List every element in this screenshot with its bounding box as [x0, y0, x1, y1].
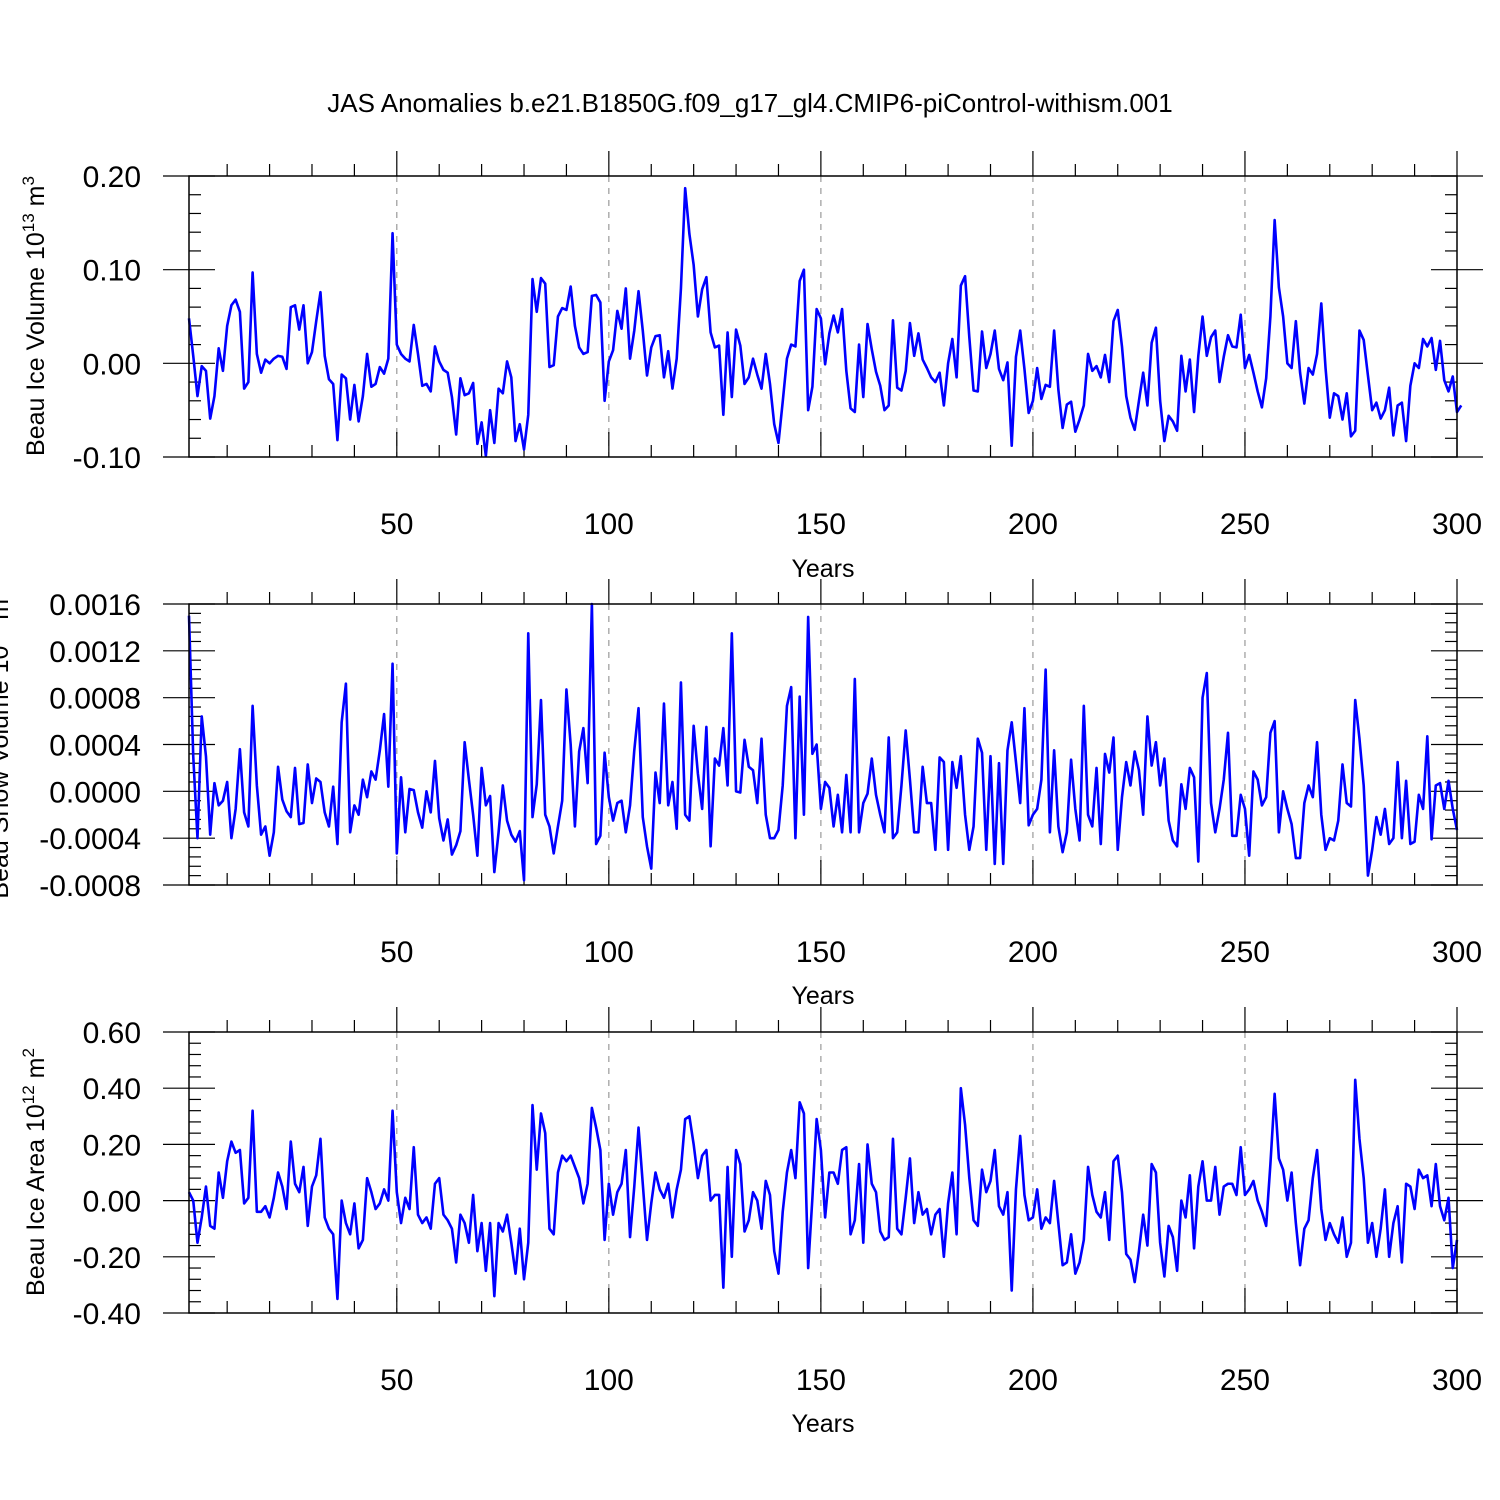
x-axis-title: Years — [791, 1410, 854, 1438]
y-tick-label: 0.0012 — [49, 636, 141, 669]
x-tick-label: 250 — [1220, 508, 1270, 541]
data-series-line — [187, 1078, 1459, 1301]
x-tick-label: 100 — [584, 1364, 634, 1397]
plot-frame — [188, 603, 1458, 886]
y-axis-title: Beau Snow Volume 1013 m3 — [0, 589, 14, 898]
y-axis-title: Beau Ice Volume 1013 m3 — [19, 176, 50, 456]
x-tick-label: 50 — [380, 936, 413, 969]
y-tick-label: 0.00 — [83, 1186, 141, 1219]
y-tick-label: 0.00 — [83, 348, 141, 381]
y-tick-label: 0.60 — [83, 1017, 141, 1050]
y-tick-label: 0.0000 — [49, 776, 141, 809]
y-tick-label: 0.10 — [83, 255, 141, 288]
plot-frame — [188, 175, 1458, 458]
y-tick-label: 0.0008 — [49, 683, 141, 716]
y-tick-label: 0.40 — [83, 1073, 141, 1106]
x-axis-title: Years — [791, 982, 854, 1010]
x-tick-label: 300 — [1432, 508, 1482, 541]
y-tick-label: 0.20 — [83, 161, 141, 194]
x-tick-label: 300 — [1432, 1364, 1482, 1397]
data-series-line — [187, 186, 1463, 458]
y-tick-label: 0.20 — [83, 1129, 141, 1162]
chart-title: JAS Anomalies b.e21.B1850G.f09_g17_gl4.C… — [327, 88, 1172, 118]
x-tick-label: 250 — [1220, 936, 1270, 969]
x-tick-label: 150 — [796, 1364, 846, 1397]
panel-ice-area: Beau Ice Area 1012 m2 Years -0.40 -0.20 0.… — [19, 1007, 1483, 1438]
x-tick-label: 250 — [1220, 1364, 1270, 1397]
y-tick-label: -0.0008 — [39, 870, 141, 903]
y-axis-title: Beau Ice Area 1012 m2 — [19, 1048, 50, 1296]
x-tick-label: 300 — [1432, 936, 1482, 969]
y-tick-label: 0.0016 — [49, 589, 141, 622]
x-axis-title: Years — [791, 555, 854, 583]
plot-frame — [188, 1031, 1458, 1314]
y-tick-label: -0.0004 — [39, 823, 141, 856]
x-tick-label: 200 — [1008, 936, 1058, 969]
y-tick-label: -0.10 — [73, 442, 141, 475]
y-tick-label: -0.20 — [73, 1242, 141, 1275]
x-tick-label: 150 — [796, 936, 846, 969]
x-tick-label: 100 — [584, 508, 634, 541]
panel-snow-volume: Beau Snow Volume 1013 m3 Years -0.0008 -0… — [0, 579, 1483, 1010]
x-tick-label: 150 — [796, 508, 846, 541]
y-tick-label: 0.0004 — [49, 730, 141, 763]
x-tick-label: 200 — [1008, 1364, 1058, 1397]
x-tick-label: 200 — [1008, 508, 1058, 541]
x-tick-label: 50 — [380, 1364, 413, 1397]
x-tick-label: 50 — [380, 508, 413, 541]
data-series-line — [187, 602, 1459, 882]
y-tick-label: -0.40 — [73, 1298, 141, 1331]
x-tick-label: 100 — [584, 936, 634, 969]
panel-ice-volume: Beau Ice Volume 1013 m3 Years -0.10 0.00 0… — [19, 151, 1483, 583]
